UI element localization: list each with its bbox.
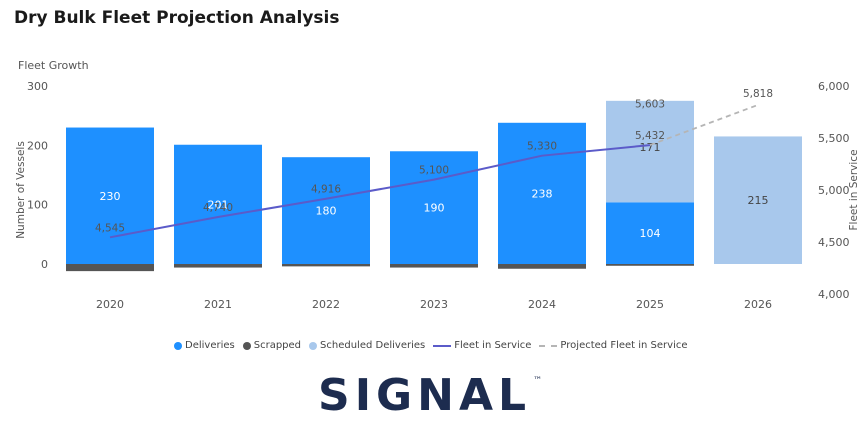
deliveries-data-label: 180 (316, 205, 337, 218)
y2-tick-label: 4,500 (818, 236, 850, 249)
chart-title: Dry Bulk Fleet Projection Analysis (14, 8, 340, 28)
logo-trademark: ™ (533, 376, 543, 386)
legend-dot-icon (174, 341, 182, 350)
deliveries-bar (606, 202, 694, 264)
y2-tick-label: 5,000 (818, 184, 850, 197)
scheduled-deliveries-bar (714, 136, 802, 264)
fleet-in-service-label: 4,916 (311, 184, 341, 196)
scheduled-deliveries-data-label: 171 (640, 141, 661, 154)
scrapped-bar (282, 264, 370, 267)
x-tick-label: 2026 (744, 298, 772, 311)
fleet-in-service-label: 5,432 (635, 130, 665, 142)
projected-fleet-label: 5,603 (635, 98, 665, 110)
legend-dot-icon (242, 341, 251, 350)
deliveries-data-label: 104 (640, 227, 661, 240)
fleet-in-service-line (109, 144, 651, 239)
y-tick-label: 0 (41, 258, 48, 271)
scrapped-bar (174, 264, 262, 268)
legend-label: Scheduled Deliveries (320, 340, 426, 351)
deliveries-bar (174, 144, 262, 264)
y-tick-label: 200 (27, 139, 48, 152)
projected-fleet-line (649, 104, 759, 146)
x-tick-label: 2020 (96, 298, 124, 311)
legend-line-icon (433, 344, 452, 347)
legend-dot-icon (309, 341, 318, 350)
x-tick-label: 2024 (528, 298, 556, 311)
x-tick-label: 2023 (420, 298, 448, 311)
deliveries-bar (66, 127, 154, 265)
scheduled-deliveries-bar (606, 100, 694, 203)
fleet-chart: 0 100 200 300 4,000 4,500 5,000 5,500 6,000 Numbe… (15, 80, 860, 311)
legend-dashed-line-icon (539, 344, 558, 347)
y2-tick-label: 4,000 (818, 288, 850, 301)
legend-item: Scheduled Deliveries (309, 340, 425, 351)
deliveries-bar (390, 151, 478, 264)
x-tick-label: 2021 (204, 298, 232, 311)
scheduled-deliveries-data-label: 215 (748, 194, 769, 207)
projected-fleet-label: 5,818 (743, 88, 773, 100)
legend-label: Deliveries (185, 340, 235, 351)
legend-label: Fleet in Service (454, 340, 532, 351)
signal-logo: SIGNAL ™ (318, 374, 542, 418)
legend-item: Deliveries (174, 340, 235, 351)
deliveries-data-label: 238 (532, 187, 553, 200)
fleet-in-service-label: 5,100 (419, 165, 449, 177)
deliveries-bar (282, 157, 370, 264)
legend-label: Projected Fleet in Service (560, 340, 688, 351)
deliveries-data-label: 190 (424, 202, 445, 215)
legend-item: Projected Fleet in Service (539, 340, 688, 351)
scrapped-bar (390, 264, 478, 268)
chart-subtitle: Fleet Growth (18, 59, 89, 72)
y2-tick-label: 5,500 (818, 132, 850, 145)
scrapped-bar (66, 264, 154, 272)
logo-text: SIGNAL (318, 370, 532, 421)
chart-legend: Deliveries Scrapped Scheduled Deliveries Fl… (174, 340, 688, 351)
deliveries-bar (498, 122, 586, 264)
fleet-in-service-label: 4,545 (95, 222, 125, 234)
y-tick-label: 300 (27, 80, 48, 93)
fleet-in-service-label: 4,740 (203, 202, 233, 214)
legend-item: Fleet in Service (433, 340, 531, 351)
scrapped-bar (606, 264, 694, 266)
y-axis-title: Number of Vessels (15, 141, 27, 239)
legend-label: Scrapped (253, 340, 302, 351)
scrapped-bar (498, 264, 586, 269)
y2-tick-label: 6,000 (818, 80, 850, 93)
deliveries-data-label: 201 (208, 198, 229, 211)
x-tick-label: 2022 (312, 298, 340, 311)
legend-item: Scrapped (242, 340, 302, 351)
y-tick-label: 100 (27, 199, 48, 212)
x-tick-label: 2025 (636, 298, 664, 311)
fleet-in-service-label: 5,330 (527, 141, 557, 153)
deliveries-data-label: 230 (100, 190, 121, 203)
y2-axis-title: Fleet in Service (848, 149, 860, 230)
